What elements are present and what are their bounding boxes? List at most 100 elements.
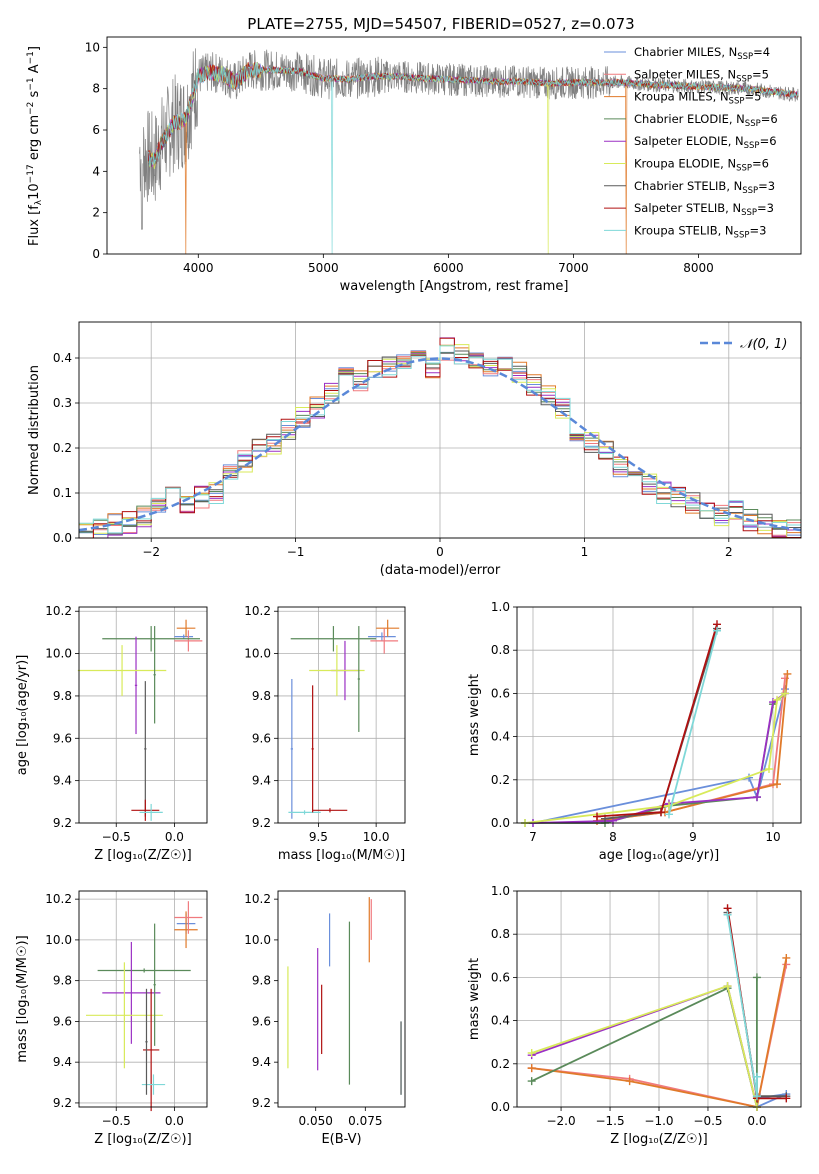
weight-marker (783, 669, 792, 678)
x-tick-label: 0.050 (299, 1114, 333, 1128)
weight-marker (773, 780, 781, 789)
weight-marker (527, 1049, 536, 1057)
weight-marker (773, 695, 781, 704)
legend-label-1: Salpeter MILES, NSSP=5 (634, 67, 769, 84)
legend-label-7: Salpeter STELIB, NSSP=3 (634, 201, 774, 218)
x-tick-label: 0.0 (165, 830, 184, 844)
y-axis-label: age [log₁₀(age/yr)] (15, 655, 30, 776)
weight-marker (665, 810, 673, 819)
x-tick-label: 0 (436, 545, 444, 559)
x-tick-label: 10 (765, 830, 780, 844)
y-tick-label: 9.8 (252, 689, 271, 703)
y-tick-label: 9.2 (252, 816, 271, 830)
x-tick-label: −1 (287, 545, 305, 559)
legend-label-tail: =6 (760, 134, 777, 148)
x-axis-label: Z [log₁₀(Z/Z☉)] (610, 1132, 707, 1147)
legend-label-tail: =3 (749, 223, 766, 237)
legend-label-gaussian: 𝒩(0, 1) (740, 337, 787, 352)
plot-frame (78, 321, 802, 539)
y-tick-label: 2 (92, 206, 100, 220)
x-tick-label: 9 (689, 830, 697, 844)
y-tick-label: 1.0 (491, 884, 510, 898)
weight-marker (657, 808, 665, 817)
x-axis-label: Z [log₁₀(Z/Z☉)] (94, 848, 191, 863)
y-tick-label: 0.0 (491, 1100, 510, 1114)
y-tick-label: 9.8 (252, 974, 271, 988)
weight-line-5 (524, 692, 786, 824)
y-tick-label: 9.4 (252, 1055, 271, 1069)
y-tick-label: 10.2 (45, 604, 72, 618)
legend-label-main: Kroupa ELODIE, N (634, 157, 736, 171)
y-tick-label: 10.2 (244, 892, 271, 906)
y-tick-label: 1.0 (491, 600, 510, 614)
x-tick-label: −2 (142, 545, 160, 559)
x-axis-label: age [log₁₀(age/yr)] (599, 848, 720, 863)
x-tick-label: 5000 (308, 261, 339, 275)
y-tick-label: 0.4 (491, 1014, 510, 1028)
legend-label-main: Chabrier STELIB, N (634, 179, 742, 193)
mass-vs-ebv-panel: 0.050 0.075 9.2 9.4 9.6 9.8 10.0 10.2 E(B-V) (244, 890, 406, 1147)
y-tick-label: 9.2 (53, 1096, 72, 1110)
legend-label-3: Chabrier ELODIE, NSSP=6 (634, 112, 778, 129)
y-tick-label: 0.8 (491, 643, 510, 657)
weight-marker (781, 689, 789, 698)
weight-marker (782, 953, 791, 962)
x-tick-label: 0.075 (348, 1114, 382, 1128)
weight-marker (765, 765, 773, 773)
legend-label-sub: SSP (736, 74, 752, 84)
weight-marker (723, 982, 732, 991)
y-tick-label: 9.6 (252, 1014, 271, 1028)
plot-frame (516, 890, 802, 1108)
x-axis-label: Z [log₁₀(Z/Z☉)] (94, 1132, 191, 1147)
x-tick-label: −1.5 (595, 1114, 624, 1128)
y-axis-label: mass [log₁₀(M/M☉)] (15, 935, 30, 1062)
weight-vs-age-panel: 7 8 9 10 0.0 0.2 0.4 0.6 0.8 1.0 age [log₁₀(age/yr… (467, 600, 802, 863)
y-tick-label: 0.2 (491, 1057, 510, 1071)
legend-label-sub: SSP (734, 230, 750, 240)
y-tick-label: 9.4 (53, 1055, 72, 1069)
weight-line-4 (531, 984, 758, 1108)
y-tick-label: 0.8 (491, 927, 510, 941)
y-tick-label: 4 (92, 164, 100, 178)
y-tick-label: 9.8 (53, 689, 72, 703)
x-tick-label: 0.0 (165, 1114, 184, 1128)
x-axis-label: wavelength [Angstrom, rest frame] (340, 279, 569, 294)
weight-marker (753, 793, 761, 802)
age-vs-z-panel: −0.5 0.0 9.2 9.4 9.6 9.8 10.0 10.2 Z [log₁₀(Z/Z☉… (15, 604, 208, 863)
x-tick-label: −0.5 (693, 1114, 722, 1128)
x-tick-label: −2.0 (546, 1114, 575, 1128)
x-axis-label: mass [log₁₀(M/M☉)] (278, 848, 405, 863)
y-tick-label: 10.0 (244, 647, 271, 661)
y-tick-label: 0.1 (53, 486, 72, 500)
y-tick-label: 10.0 (45, 647, 72, 661)
spectrum-title: PLATE=2755, MJD=54507, FIBERID=0527, z=0… (247, 15, 634, 33)
legend-label-main: Chabrier ELODIE, N (634, 112, 745, 126)
x-tick-label: 6000 (433, 261, 464, 275)
y-tick-label: 10.2 (45, 892, 72, 906)
y-tick-label: 0.6 (491, 686, 510, 700)
weight-marker (593, 812, 601, 821)
plot-frame (78, 606, 208, 824)
legend-label-tail: =3 (758, 179, 775, 193)
weight-line-8 (668, 630, 718, 815)
y-axis-label: Normed distribution (27, 365, 42, 495)
legend-label-sub: SSP (742, 186, 758, 196)
x-tick-label: −0.5 (102, 1114, 131, 1128)
weight-marker (752, 973, 761, 982)
legend-label-sub: SSP (745, 119, 761, 129)
y-tick-label: 9.4 (53, 774, 72, 788)
weight-marker (752, 1072, 761, 1081)
legend-label-sub: SSP (736, 164, 752, 174)
legend-label-6: Chabrier STELIB, NSSP=3 (634, 179, 775, 196)
y-tick-label: 9.8 (53, 974, 72, 988)
legend-label-sub: SSP (729, 97, 745, 107)
plot-frame (277, 606, 406, 824)
weight-line-6 (604, 628, 718, 820)
x-tick-label: 8000 (683, 261, 714, 275)
y-axis-label: Flux [fλ10−17 erg cm−2 s−1 A−1] (26, 46, 44, 246)
y-axis-label: mass weight (467, 958, 482, 1040)
weight-line-2 (531, 957, 788, 1109)
y-tick-label: 10.0 (244, 933, 271, 947)
plot-frame (78, 890, 208, 1108)
weight-marker (723, 910, 732, 919)
